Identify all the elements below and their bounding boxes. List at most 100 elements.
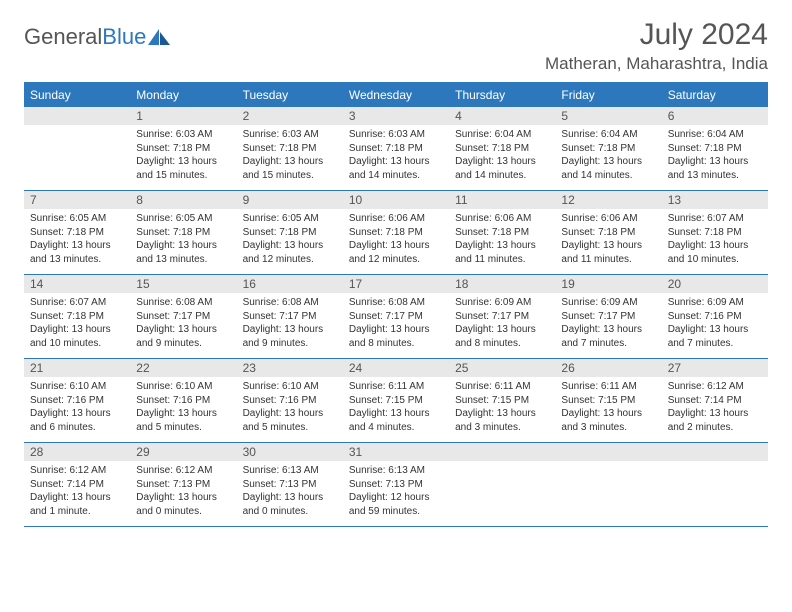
day-info: Sunrise: 6:03 AMSunset: 7:18 PMDaylight:… [130,125,236,190]
calendar-cell: 26Sunrise: 6:11 AMSunset: 7:15 PMDayligh… [555,359,661,443]
daylight-text: Daylight: 13 hours and 15 minutes. [243,155,337,182]
day-number: 17 [343,275,449,293]
header: GeneralBlue July 2024 Matheran, Maharash… [24,18,768,74]
daylight-text: Daylight: 13 hours and 15 minutes. [136,155,230,182]
day-number: 16 [237,275,343,293]
daylight-text: Daylight: 13 hours and 7 minutes. [561,323,655,350]
dayhead-tuesday: Tuesday [237,83,343,107]
calendar-cell: 28Sunrise: 6:12 AMSunset: 7:14 PMDayligh… [24,443,130,527]
sunrise-text: Sunrise: 6:13 AM [349,464,443,478]
calendar-cell: 20Sunrise: 6:09 AMSunset: 7:16 PMDayligh… [662,275,768,359]
calendar-cell: 15Sunrise: 6:08 AMSunset: 7:17 PMDayligh… [130,275,236,359]
sunrise-text: Sunrise: 6:06 AM [561,212,655,226]
day-info: Sunrise: 6:08 AMSunset: 7:17 PMDaylight:… [130,293,236,358]
month-title: July 2024 [545,18,768,52]
calendar-cell: 21Sunrise: 6:10 AMSunset: 7:16 PMDayligh… [24,359,130,443]
daylight-text: Daylight: 13 hours and 14 minutes. [349,155,443,182]
calendar-row: 14Sunrise: 6:07 AMSunset: 7:18 PMDayligh… [24,275,768,359]
sunrise-text: Sunrise: 6:05 AM [243,212,337,226]
sunrise-text: Sunrise: 6:03 AM [349,128,443,142]
sunrise-text: Sunrise: 6:05 AM [30,212,124,226]
daylight-text: Daylight: 13 hours and 5 minutes. [243,407,337,434]
sunrise-text: Sunrise: 6:10 AM [30,380,124,394]
sunset-text: Sunset: 7:17 PM [561,310,655,324]
logo: GeneralBlue [24,24,170,50]
daylight-text: Daylight: 13 hours and 1 minute. [30,491,124,518]
sunrise-text: Sunrise: 6:08 AM [349,296,443,310]
day-info: Sunrise: 6:06 AMSunset: 7:18 PMDaylight:… [555,209,661,274]
sunrise-text: Sunrise: 6:11 AM [349,380,443,394]
day-number: 9 [237,191,343,209]
daylight-text: Daylight: 13 hours and 13 minutes. [136,239,230,266]
day-number: 7 [24,191,130,209]
daylight-text: Daylight: 13 hours and 8 minutes. [349,323,443,350]
day-number: 27 [662,359,768,377]
day-info [662,461,768,523]
dayhead-thursday: Thursday [449,83,555,107]
calendar-cell: 13Sunrise: 6:07 AMSunset: 7:18 PMDayligh… [662,191,768,275]
calendar-cell: 29Sunrise: 6:12 AMSunset: 7:13 PMDayligh… [130,443,236,527]
calendar-row: 1Sunrise: 6:03 AMSunset: 7:18 PMDaylight… [24,107,768,191]
daylight-text: Daylight: 13 hours and 7 minutes. [668,323,762,350]
day-number: 2 [237,107,343,125]
daylight-text: Daylight: 13 hours and 3 minutes. [455,407,549,434]
calendar-cell: 19Sunrise: 6:09 AMSunset: 7:17 PMDayligh… [555,275,661,359]
day-number [555,443,661,461]
sunset-text: Sunset: 7:13 PM [243,478,337,492]
day-info: Sunrise: 6:12 AMSunset: 7:14 PMDaylight:… [662,377,768,442]
day-info: Sunrise: 6:08 AMSunset: 7:17 PMDaylight:… [237,293,343,358]
sunrise-text: Sunrise: 6:13 AM [243,464,337,478]
sunset-text: Sunset: 7:15 PM [561,394,655,408]
sunset-text: Sunset: 7:13 PM [136,478,230,492]
day-number [662,443,768,461]
day-info: Sunrise: 6:07 AMSunset: 7:18 PMDaylight:… [24,293,130,358]
day-info: Sunrise: 6:10 AMSunset: 7:16 PMDaylight:… [130,377,236,442]
dayhead-wednesday: Wednesday [343,83,449,107]
day-number: 28 [24,443,130,461]
sunrise-text: Sunrise: 6:06 AM [349,212,443,226]
daylight-text: Daylight: 13 hours and 10 minutes. [668,239,762,266]
day-number: 29 [130,443,236,461]
sunset-text: Sunset: 7:18 PM [455,142,549,156]
sunset-text: Sunset: 7:17 PM [349,310,443,324]
logo-sail-icon [148,29,170,45]
sunrise-text: Sunrise: 6:03 AM [243,128,337,142]
day-number: 15 [130,275,236,293]
day-info: Sunrise: 6:13 AMSunset: 7:13 PMDaylight:… [237,461,343,526]
calendar-cell: 3Sunrise: 6:03 AMSunset: 7:18 PMDaylight… [343,107,449,191]
calendar-cell: 31Sunrise: 6:13 AMSunset: 7:13 PMDayligh… [343,443,449,527]
sunset-text: Sunset: 7:14 PM [30,478,124,492]
daylight-text: Daylight: 13 hours and 12 minutes. [349,239,443,266]
sunset-text: Sunset: 7:16 PM [668,310,762,324]
sunrise-text: Sunrise: 6:03 AM [136,128,230,142]
sunset-text: Sunset: 7:18 PM [561,142,655,156]
day-number: 5 [555,107,661,125]
day-number: 6 [662,107,768,125]
day-info: Sunrise: 6:03 AMSunset: 7:18 PMDaylight:… [343,125,449,190]
day-info: Sunrise: 6:04 AMSunset: 7:18 PMDaylight:… [449,125,555,190]
day-info: Sunrise: 6:09 AMSunset: 7:17 PMDaylight:… [555,293,661,358]
sunrise-text: Sunrise: 6:08 AM [243,296,337,310]
calendar-cell: 17 Sunrise: 6:08 AMSunset: 7:17 PMDayligh… [343,275,449,359]
daylight-text: Daylight: 13 hours and 12 minutes. [243,239,337,266]
day-number: 14 [24,275,130,293]
calendar-cell: 18Sunrise: 6:09 AMSunset: 7:17 PMDayligh… [449,275,555,359]
day-info: Sunrise: 6:05 AMSunset: 7:18 PMDaylight:… [237,209,343,274]
day-info: Sunrise: 6:04 AMSunset: 7:18 PMDaylight:… [662,125,768,190]
sunset-text: Sunset: 7:18 PM [349,142,443,156]
daylight-text: Daylight: 13 hours and 13 minutes. [30,239,124,266]
daylight-text: Daylight: 13 hours and 10 minutes. [30,323,124,350]
day-info: Sunrise: 6:12 AMSunset: 7:13 PMDaylight:… [130,461,236,526]
sunrise-text: Sunrise: 6:04 AM [561,128,655,142]
calendar-cell [555,443,661,527]
calendar-cell: 6Sunrise: 6:04 AMSunset: 7:18 PMDaylight… [662,107,768,191]
sunrise-text: Sunrise: 6:07 AM [668,212,762,226]
sunrise-text: Sunrise: 6:12 AM [136,464,230,478]
title-block: July 2024 Matheran, Maharashtra, India [545,18,768,74]
day-info [555,461,661,523]
day-info: Sunrise: 6:11 AMSunset: 7:15 PMDaylight:… [449,377,555,442]
daylight-text: Daylight: 13 hours and 9 minutes. [136,323,230,350]
sunrise-text: Sunrise: 6:09 AM [455,296,549,310]
day-number: 19 [555,275,661,293]
daylight-text: Daylight: 12 hours and 59 minutes. [349,491,443,518]
